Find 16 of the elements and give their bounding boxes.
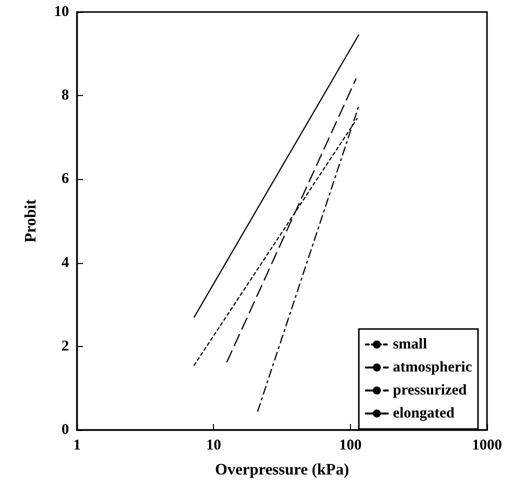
y-tick-label: 4 [62, 254, 70, 271]
legend-label: pressurized [392, 382, 468, 398]
x-tick-label: 1 [73, 438, 81, 454]
y-tick-label: 2 [62, 338, 69, 354]
x-tick-label: 10 [206, 438, 222, 454]
x-tick-label: 100 [339, 438, 362, 454]
legend-label: elongated [392, 406, 456, 422]
y-axis-title: Probit [22, 198, 40, 243]
y-tick-label: 0 [62, 422, 69, 438]
y-tick-label: 6 [62, 171, 70, 188]
x-tick-label: 1000 [472, 438, 502, 454]
legend-label: small [392, 336, 428, 352]
y-tick-label: 8 [62, 88, 69, 104]
y-tick-label: 10 [54, 4, 69, 20]
x-axis-title: Overpressure (kPa) [214, 462, 350, 478]
legend-label: atmospheric [392, 360, 472, 376]
